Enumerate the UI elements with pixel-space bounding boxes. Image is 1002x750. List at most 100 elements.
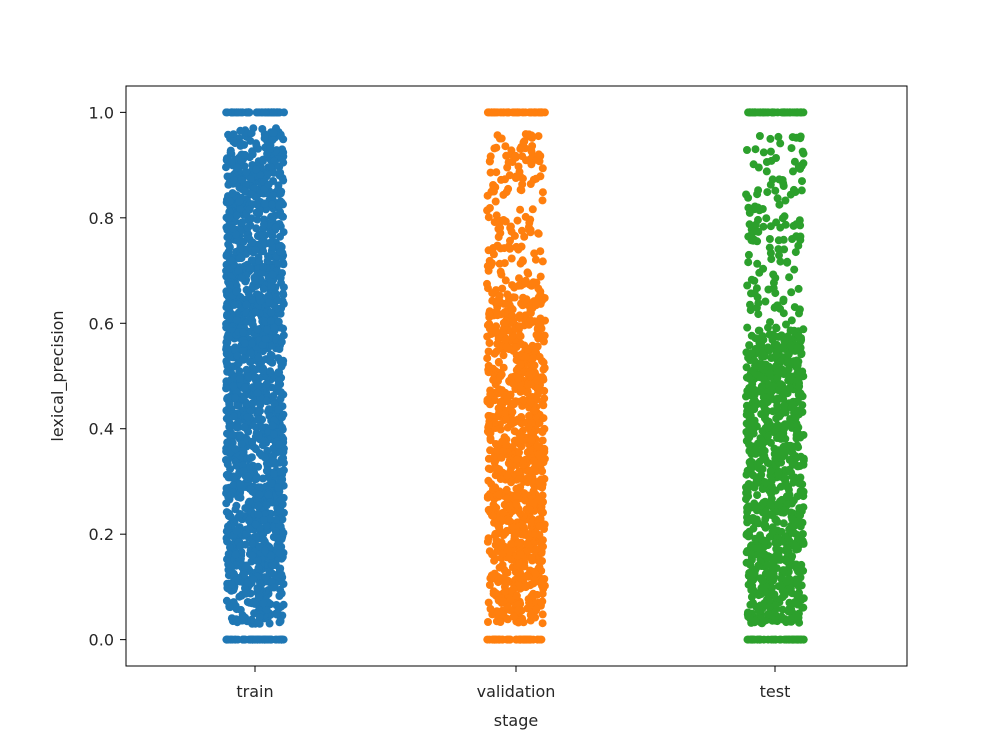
- point-train: [255, 407, 264, 416]
- point-train: [241, 589, 250, 598]
- point-train: [265, 619, 274, 628]
- point-test: [761, 297, 770, 306]
- point-train: [258, 231, 267, 240]
- point-validation: [512, 455, 521, 464]
- point-test: [779, 108, 788, 117]
- point-test: [783, 482, 792, 491]
- point-test: [778, 214, 787, 223]
- point-test: [792, 530, 801, 539]
- point-test: [777, 434, 785, 443]
- point-validation: [515, 167, 524, 176]
- point-train: [252, 208, 261, 217]
- point-validation: [496, 475, 505, 483]
- point-train: [269, 108, 278, 117]
- point-train: [259, 599, 268, 608]
- point-test: [793, 590, 801, 599]
- point-validation: [485, 310, 494, 318]
- point-train: [279, 158, 288, 167]
- point-train: [224, 550, 233, 558]
- point-validation: [504, 158, 513, 167]
- data-points: [222, 108, 808, 644]
- point-validation: [510, 108, 519, 117]
- point-validation: [512, 492, 521, 500]
- point-validation: [520, 530, 529, 539]
- point-train: [275, 388, 284, 396]
- point-train: [267, 479, 276, 488]
- point-train: [252, 472, 261, 481]
- point-test: [795, 618, 804, 627]
- point-train: [266, 316, 275, 325]
- point-test: [743, 503, 752, 512]
- point-validation: [496, 267, 505, 276]
- point-validation: [484, 534, 493, 543]
- point-test: [776, 380, 785, 389]
- point-train: [274, 317, 283, 326]
- point-train: [276, 132, 285, 141]
- point-validation: [514, 374, 523, 383]
- point-validation: [536, 290, 545, 299]
- point-test: [793, 108, 802, 117]
- point-train: [275, 201, 284, 210]
- point-train: [228, 189, 237, 198]
- point-validation: [518, 152, 527, 161]
- point-test: [785, 273, 794, 282]
- point-validation: [497, 370, 506, 379]
- point-train: [236, 510, 245, 518]
- point-train: [229, 137, 238, 146]
- point-validation: [483, 354, 492, 363]
- point-train: [255, 291, 263, 300]
- point-test: [788, 635, 797, 644]
- point-test: [773, 401, 782, 410]
- point-train: [236, 244, 245, 253]
- point-train: [266, 551, 275, 560]
- point-validation: [491, 588, 500, 597]
- point-validation: [495, 563, 504, 572]
- point-train: [222, 358, 231, 367]
- point-test: [749, 426, 757, 434]
- point-test: [794, 376, 803, 385]
- point-test: [780, 390, 789, 399]
- point-test: [781, 420, 790, 429]
- point-validation: [491, 183, 500, 192]
- point-train: [252, 532, 260, 541]
- point-train: [253, 557, 262, 566]
- point-train: [260, 108, 269, 117]
- point-test: [747, 349, 756, 358]
- point-validation: [484, 213, 493, 222]
- point-validation: [521, 352, 530, 361]
- point-validation: [502, 527, 511, 536]
- point-test: [747, 576, 755, 585]
- point-validation: [525, 446, 534, 455]
- point-train: [223, 460, 232, 469]
- point-test: [752, 445, 761, 454]
- point-validation: [494, 521, 502, 530]
- y-axis: 0.0 0.2 0.4 0.6 0.8 1.0: [89, 103, 126, 650]
- point-validation: [514, 539, 523, 548]
- point-validation: [499, 319, 508, 327]
- point-train: [277, 570, 286, 579]
- point-validation: [512, 343, 521, 351]
- point-test: [742, 470, 751, 479]
- point-test: [747, 593, 756, 601]
- point-test: [743, 281, 752, 290]
- point-test: [782, 577, 791, 586]
- point-validation: [503, 290, 512, 299]
- point-validation: [490, 144, 499, 153]
- point-train: [225, 280, 234, 289]
- point-train: [222, 384, 231, 393]
- point-train: [238, 218, 247, 227]
- point-train: [264, 490, 273, 499]
- point-validation: [501, 577, 510, 586]
- point-validation: [495, 259, 504, 268]
- point-train: [279, 331, 288, 340]
- point-test: [754, 108, 762, 117]
- point-train: [261, 573, 270, 582]
- point-train: [239, 354, 248, 363]
- point-train: [262, 396, 271, 405]
- point-train: [232, 287, 241, 296]
- point-validation: [515, 274, 523, 283]
- point-test: [793, 361, 802, 369]
- point-validation: [492, 536, 501, 545]
- point-validation: [492, 465, 501, 474]
- point-train: [240, 383, 249, 392]
